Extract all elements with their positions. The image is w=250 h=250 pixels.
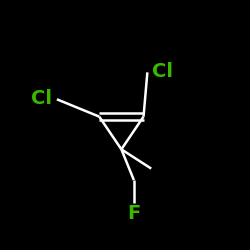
Text: F: F [127, 204, 140, 223]
Text: Cl: Cl [152, 62, 173, 81]
Text: Cl: Cl [31, 89, 52, 108]
